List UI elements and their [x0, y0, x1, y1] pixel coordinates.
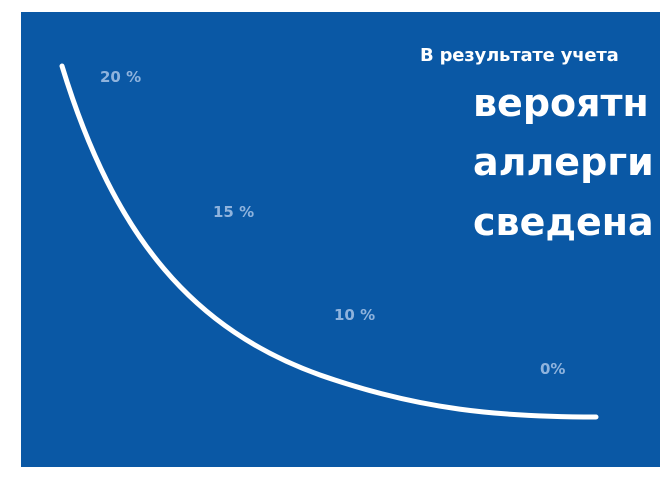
blue-panel: [15, 12, 660, 467]
headline-line-3: сведена: [473, 200, 654, 244]
data-label-10-percent: 10 %: [334, 306, 375, 324]
headline-line-2: аллерги: [473, 140, 654, 184]
data-label-0-percent: 0%: [540, 360, 565, 378]
data-label-15-percent: 15 %: [213, 203, 254, 221]
decline-curve: [59, 63, 599, 420]
headline-line-1: вероятн: [473, 81, 649, 125]
slide-subtitle: В результате учета: [420, 45, 619, 66]
left-border-line: [15, 12, 21, 467]
data-label-20-percent: 20 %: [100, 68, 141, 86]
